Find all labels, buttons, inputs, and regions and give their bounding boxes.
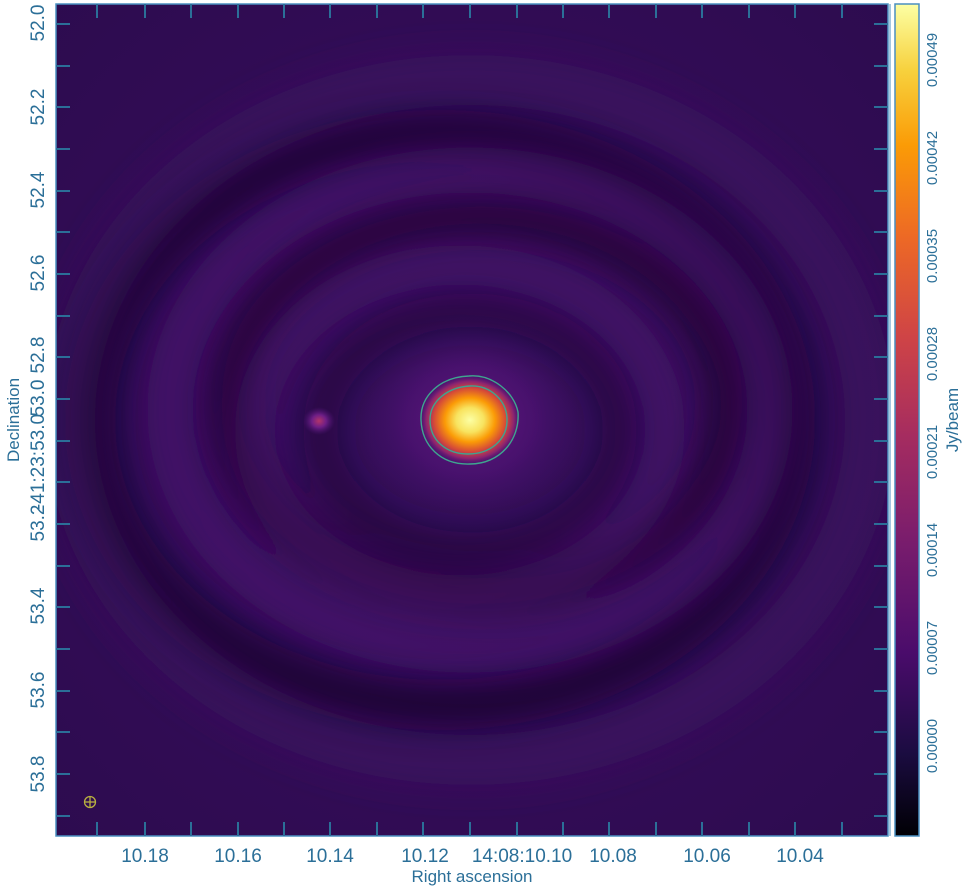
x-tick-label: 14:08:10.10 xyxy=(472,846,572,867)
colorbar-tick-label: 0.00042 xyxy=(924,131,941,185)
colorbar-tick-label: 0.00000 xyxy=(924,719,941,773)
x-tick-label: 10.16 xyxy=(214,846,262,867)
colorbar-tick-label: 0.00035 xyxy=(924,229,941,283)
y-tick-label: 52.0 xyxy=(28,5,49,42)
x-axis-title: Right ascension xyxy=(412,867,533,886)
colorbar-tick-label: 0.00007 xyxy=(924,621,941,675)
y-axis-title: Declination xyxy=(4,378,23,462)
bright-rings xyxy=(56,55,888,785)
colorbar-tick-label: 0.00049 xyxy=(924,33,941,87)
x-tick-label: 10.06 xyxy=(683,846,731,867)
beam-symbol xyxy=(83,795,97,809)
y-tick-label: 52.2 xyxy=(28,89,49,126)
y-tick-label: 53.6 xyxy=(28,672,49,709)
y-tick-label: 52.6 xyxy=(28,255,49,292)
colorbar-tick-label: 0.00021 xyxy=(924,425,941,479)
colorbar-tick-label: 0.00028 xyxy=(924,327,941,381)
x-tick-label: 10.08 xyxy=(589,846,637,867)
x-tick-label: 10.12 xyxy=(401,846,449,867)
colorbar-gradient xyxy=(895,4,919,836)
central-source xyxy=(420,376,520,464)
colorbar-title: Jy/beam xyxy=(943,388,962,452)
y-tick-label: 53.0 xyxy=(28,380,49,417)
axis-ticks xyxy=(56,4,888,836)
colorbar-tick-labels: 0.00000 0.00007 0.00014 0.00021 0.00028 … xyxy=(924,33,941,773)
secondary-source xyxy=(303,407,335,435)
image-frame xyxy=(55,3,889,837)
x-tick-label: 10.18 xyxy=(121,846,169,867)
contour-outer xyxy=(420,375,519,465)
y-tick-labels: 52.0 52.2 52.4 52.6 52.8 53.0 -41:23:53.… xyxy=(28,5,49,793)
contour-inner xyxy=(429,385,508,455)
colorbar xyxy=(889,3,920,837)
y-tick-label: 53.4 xyxy=(28,587,49,624)
colorbar-frame xyxy=(894,3,920,837)
y-tick-label: -41:23:53.0 xyxy=(28,414,49,510)
x-tick-labels: 10.18 10.16 10.14 10.12 14:08:10.10 10.0… xyxy=(121,846,824,867)
colorbar-tick-label: 0.00014 xyxy=(924,523,941,577)
y-tick-label: 52.8 xyxy=(28,337,49,374)
x-tick-label: 10.04 xyxy=(776,846,824,867)
x-tick-label: 10.14 xyxy=(306,846,354,867)
y-tick-label: 52.4 xyxy=(28,171,49,208)
y-tick-label: 53.8 xyxy=(28,756,49,793)
y-tick-label: 53.2 xyxy=(28,505,49,542)
image-plane xyxy=(56,4,888,836)
